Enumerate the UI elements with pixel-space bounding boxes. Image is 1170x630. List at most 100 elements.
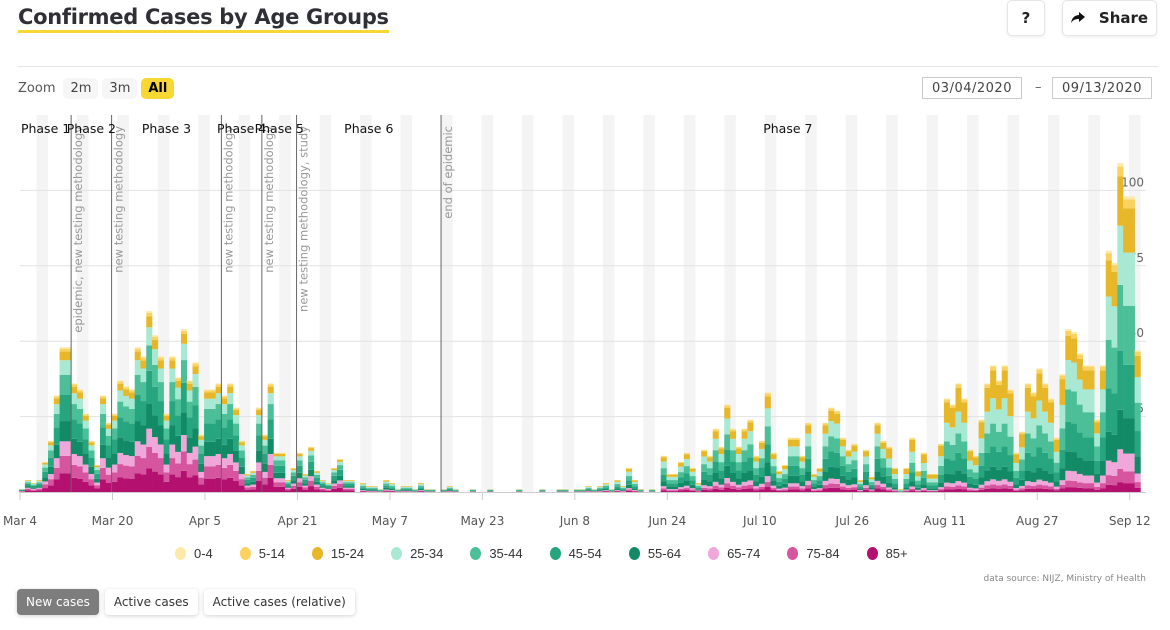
bar-segment-0-4 [76, 389, 83, 391]
bar-segment-25-34 [319, 481, 326, 483]
legend-item[interactable]: 55-64 [628, 546, 681, 561]
bar-segment-5-14 [932, 474, 939, 475]
bar-segment-15-24 [53, 398, 60, 405]
bar-segment-5-14 [909, 438, 916, 440]
bar-segment-15-24 [42, 462, 49, 465]
bar-segment-85-plus [735, 489, 742, 492]
zoom-3m-button[interactable]: 3m [102, 78, 138, 99]
bar-segment-45-54 [787, 465, 794, 476]
date-from-input[interactable]: 03/04/2020 [922, 77, 1022, 99]
bar-segment-25-34 [955, 411, 962, 434]
bar-segment-35-44 [851, 460, 858, 469]
bar-segment-45-54 [874, 458, 881, 472]
legend-dot-icon [549, 547, 561, 560]
bar-segment-65-74 [169, 444, 176, 459]
bar-segment-15-24 [337, 459, 344, 462]
bar-segment-75-84 [926, 490, 933, 492]
tab-new-cases[interactable]: New cases [17, 589, 99, 615]
bar-segment-25-34 [678, 466, 685, 473]
bar-segment-75-84 [920, 489, 927, 491]
bar-segment-75-84 [834, 483, 841, 488]
bar-segment-45-54 [1013, 477, 1020, 485]
bar-segment-0-4 [984, 383, 991, 385]
bar-segment-85-plus [834, 487, 841, 492]
bar-segment-25-34 [1088, 389, 1095, 413]
bar-segment-85-plus [319, 490, 326, 492]
bar-segment-15-24 [741, 431, 748, 439]
legend-item[interactable]: 25-34 [391, 546, 443, 561]
bar-segment-75-84 [267, 464, 274, 478]
legend-item[interactable]: 0-4 [175, 546, 213, 561]
legend-item[interactable]: 45-54 [549, 546, 602, 561]
bar-stack [1076, 353, 1083, 492]
bar-segment-85-plus [851, 489, 858, 492]
bar-stack [180, 329, 188, 492]
bar-segment-65-74 [1105, 460, 1112, 476]
bar-segment-45-54 [175, 415, 182, 436]
legend-item[interactable]: 5-14 [239, 546, 285, 561]
legend-item[interactable]: 75-84 [787, 546, 840, 561]
bar-segment-65-74 [683, 485, 690, 489]
legend-item[interactable]: 65-74 [708, 546, 760, 561]
bar-segment-65-74 [279, 478, 286, 483]
bar-segment-55-64 [972, 484, 979, 489]
bar-segment-0-4 [169, 356, 176, 358]
bar-segment-55-64 [949, 474, 956, 484]
bar-segment-25-34 [620, 486, 627, 489]
bar-segment-85-plus [868, 491, 875, 492]
bar-segment-75-84 [383, 490, 390, 492]
legend-label: 45-54 [568, 546, 602, 561]
bar-segment-65-74 [753, 486, 760, 489]
bar-segment-35-44 [822, 446, 829, 459]
bar-segment-5-14 [839, 438, 846, 440]
help-button[interactable]: ? [1007, 0, 1045, 36]
bar-segment-15-24 [672, 474, 679, 477]
bar-stack [712, 428, 719, 492]
legend-item[interactable]: 15-24 [311, 546, 364, 561]
bar-segment-0-4 [65, 347, 72, 349]
weekend-band [238, 115, 251, 492]
bar-segment-45-54 [1134, 431, 1141, 457]
bar-segment-5-14 [828, 408, 835, 411]
bar-segment-55-64 [735, 478, 742, 485]
bar-segment-15-24 [915, 471, 922, 477]
bar-segment-45-54 [250, 477, 257, 482]
bar-segment-15-24 [758, 442, 766, 449]
x-tick-label: Apr 21 [278, 514, 318, 528]
zoom-2m-button[interactable]: 2m [63, 78, 99, 99]
tab-active-cases-relative[interactable]: Active cases (relative) [203, 589, 355, 615]
share-button[interactable]: Share [1062, 0, 1157, 36]
legend-item[interactable]: 35-44 [470, 546, 523, 561]
bar-segment-65-74 [1065, 470, 1072, 481]
bar-segment-75-84 [42, 484, 49, 489]
bar-stack [886, 446, 893, 492]
bar-stack [1071, 332, 1078, 492]
bar-segment-25-34 [1019, 447, 1026, 460]
bar-segment-65-74 [284, 487, 292, 489]
bar-segment-15-24 [342, 480, 349, 482]
bar-segment-0-4 [163, 413, 170, 415]
bar-stack [157, 356, 164, 492]
bar-segment-0-4 [1053, 437, 1060, 439]
bar-segment-45-54 [810, 483, 818, 487]
bar-segment-85-plus [1134, 487, 1141, 492]
bar-segment-45-54 [446, 488, 453, 490]
bar-segment-25-34 [140, 368, 147, 383]
date-to-input[interactable]: 09/13/2020 [1052, 77, 1152, 99]
bar-stack [672, 473, 679, 492]
bar-segment-55-64 [689, 484, 696, 489]
bar-segment-35-44 [660, 468, 667, 475]
bar-segment-45-54 [909, 472, 916, 482]
bar-segment-45-54 [88, 457, 95, 467]
bar-segment-75-84 [232, 470, 240, 482]
bar-segment-35-44 [597, 487, 604, 489]
bar-segment-45-54 [273, 465, 280, 473]
zoom-all-button[interactable]: All [141, 78, 175, 99]
bar-segment-75-84 [631, 490, 638, 492]
bar-segment-15-24 [972, 457, 979, 466]
stacked-bar-chart: 255075100epidemic, new testing methodolo… [3, 115, 1151, 528]
legend-item[interactable]: 85+ [866, 546, 908, 561]
tab-active-cases[interactable]: Active cases [104, 589, 198, 615]
bar-segment-55-64 [822, 471, 829, 481]
bar-segment-85-plus [383, 491, 390, 492]
